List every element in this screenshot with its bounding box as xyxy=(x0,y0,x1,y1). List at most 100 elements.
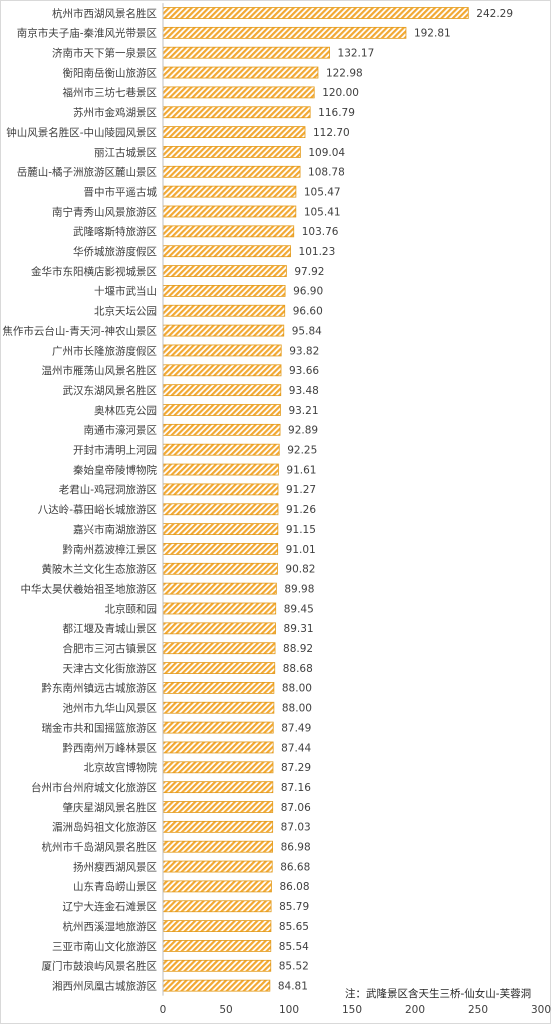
data-label: 86.98 xyxy=(281,842,311,854)
bar xyxy=(162,126,306,138)
data-label: 91.01 xyxy=(286,544,316,556)
bar xyxy=(162,165,301,178)
data-label: 85.79 xyxy=(279,901,309,913)
bar xyxy=(162,920,272,932)
category-label: 厦门市鼓浪屿风景名胜区 xyxy=(42,960,158,973)
data-label: 91.15 xyxy=(286,524,316,536)
bar xyxy=(162,582,277,595)
category-label: 南宁青秀山风景旅游区 xyxy=(52,205,157,218)
category-label: 杭州西溪湿地旅游区 xyxy=(63,920,158,933)
category-label: 扬州瘦西湖风景区 xyxy=(73,860,157,873)
bar xyxy=(162,900,272,913)
data-label: 90.82 xyxy=(285,564,315,576)
bar xyxy=(162,979,271,992)
bar xyxy=(162,304,286,317)
data-label: 87.06 xyxy=(281,802,311,814)
bar xyxy=(162,642,276,655)
data-label: 97.92 xyxy=(294,266,324,278)
bar xyxy=(162,364,282,377)
bar xyxy=(162,146,301,158)
data-label: 87.49 xyxy=(281,722,311,734)
category-label: 池州市九华山风景区 xyxy=(63,702,158,715)
data-label: 112.70 xyxy=(313,127,350,139)
data-label: 88.00 xyxy=(282,683,312,695)
data-label: 96.90 xyxy=(293,286,323,298)
category-label: 八达岭-慕田峪长城旅游区 xyxy=(38,503,157,516)
category-label: 杭州市千岛湖风景名胜区 xyxy=(42,841,158,854)
data-label: 108.78 xyxy=(308,167,345,179)
data-label: 87.44 xyxy=(281,742,311,754)
data-label: 93.82 xyxy=(289,345,319,357)
bar xyxy=(162,940,272,952)
category-label: 黔西南州万峰林景区 xyxy=(63,741,158,754)
bar xyxy=(162,543,279,555)
category-label: 武汉东湖风景名胜区 xyxy=(63,384,158,397)
chart-note: 注：武隆景区含天生三桥-仙女山-芙蓉洞 xyxy=(345,988,532,1000)
category-label: 苏州市金鸡湖景区 xyxy=(73,106,157,119)
data-label: 87.29 xyxy=(281,762,311,774)
category-label: 肇庆星湖风景名胜区 xyxy=(63,801,158,814)
data-label: 109.04 xyxy=(308,147,345,159)
bar xyxy=(162,483,279,496)
category-label: 武隆喀斯特旅游区 xyxy=(73,225,157,238)
x-tick-label: 50 xyxy=(219,1004,232,1016)
bar xyxy=(162,503,279,516)
category-label: 老君山-鸡冠洞旅游区 xyxy=(59,483,157,496)
category-label: 广州市长隆旅游度假区 xyxy=(52,344,157,357)
category-label: 辽宁大连金石滩景区 xyxy=(63,900,158,913)
bar xyxy=(162,225,295,238)
category-label: 北京故宫博物院 xyxy=(84,761,158,774)
category-label: 南京市夫子庙-秦淮风光带景区 xyxy=(17,27,157,40)
category-label: 中华太昊伏羲始祖圣地旅游区 xyxy=(21,582,158,595)
category-label: 济南市天下第一泉景区 xyxy=(52,47,157,60)
bar xyxy=(162,86,315,99)
category-label: 嘉兴市南湖旅游区 xyxy=(73,523,157,536)
bar xyxy=(162,880,272,893)
bar xyxy=(162,324,285,337)
x-tick-label: 150 xyxy=(342,1004,362,1016)
bar xyxy=(162,701,275,714)
category-label: 温州市雁荡山风景名胜区 xyxy=(42,364,158,377)
x-tick-label: 250 xyxy=(468,1004,488,1016)
category-label: 福州市三坊七巷景区 xyxy=(63,86,158,99)
category-label: 台州市台州府城文化旅游区 xyxy=(31,781,157,794)
bar xyxy=(162,721,274,734)
x-tick-label: 300 xyxy=(531,1004,551,1016)
category-label: 焦作市云台山-青天河-神农山景区 xyxy=(2,324,157,337)
category-label: 湘西州凤凰古城旅游区 xyxy=(52,979,157,992)
data-label: 88.68 xyxy=(283,663,313,675)
data-label: 93.48 xyxy=(289,385,319,397)
bar xyxy=(162,840,273,853)
category-label: 秦始皇帝陵博物院 xyxy=(73,463,157,476)
category-label: 南通市濠河景区 xyxy=(84,424,158,437)
category-label: 湄洲岛妈祖文化旅游区 xyxy=(52,821,157,834)
category-label: 黔东南州镇远古城旅游区 xyxy=(42,682,158,695)
category-label: 北京天坛公园 xyxy=(94,305,157,318)
category-label: 杭州市西湖风景名胜区 xyxy=(52,7,157,20)
data-label: 93.21 xyxy=(288,405,318,417)
bar xyxy=(162,523,279,535)
data-label: 88.92 xyxy=(283,643,313,655)
data-label: 87.16 xyxy=(281,782,311,794)
data-label: 84.81 xyxy=(278,980,308,992)
data-label: 87.03 xyxy=(281,822,311,834)
category-label: 山东青岛崂山景区 xyxy=(73,880,157,893)
data-label: 85.65 xyxy=(279,921,309,933)
data-label: 116.79 xyxy=(318,107,355,119)
bar xyxy=(162,761,274,774)
category-label: 瑞金市共和国摇篮旅游区 xyxy=(42,721,158,734)
category-label: 三亚市南山文化旅游区 xyxy=(52,940,157,953)
bar xyxy=(162,622,276,635)
x-axis-tick-labels: 0 50 100 150 200 250 300 xyxy=(160,1004,551,1016)
bar xyxy=(162,959,272,972)
category-label: 金华市东阳横店影视城景区 xyxy=(31,265,157,278)
data-label: 96.60 xyxy=(293,306,323,318)
category-label: 都江堰及青城山景区 xyxy=(63,622,158,635)
data-label: 89.45 xyxy=(284,603,314,615)
data-label: 93.66 xyxy=(289,365,319,377)
data-label: 91.26 xyxy=(286,504,316,516)
data-label: 92.25 xyxy=(287,445,317,457)
bar xyxy=(162,66,319,79)
bar xyxy=(162,265,287,277)
